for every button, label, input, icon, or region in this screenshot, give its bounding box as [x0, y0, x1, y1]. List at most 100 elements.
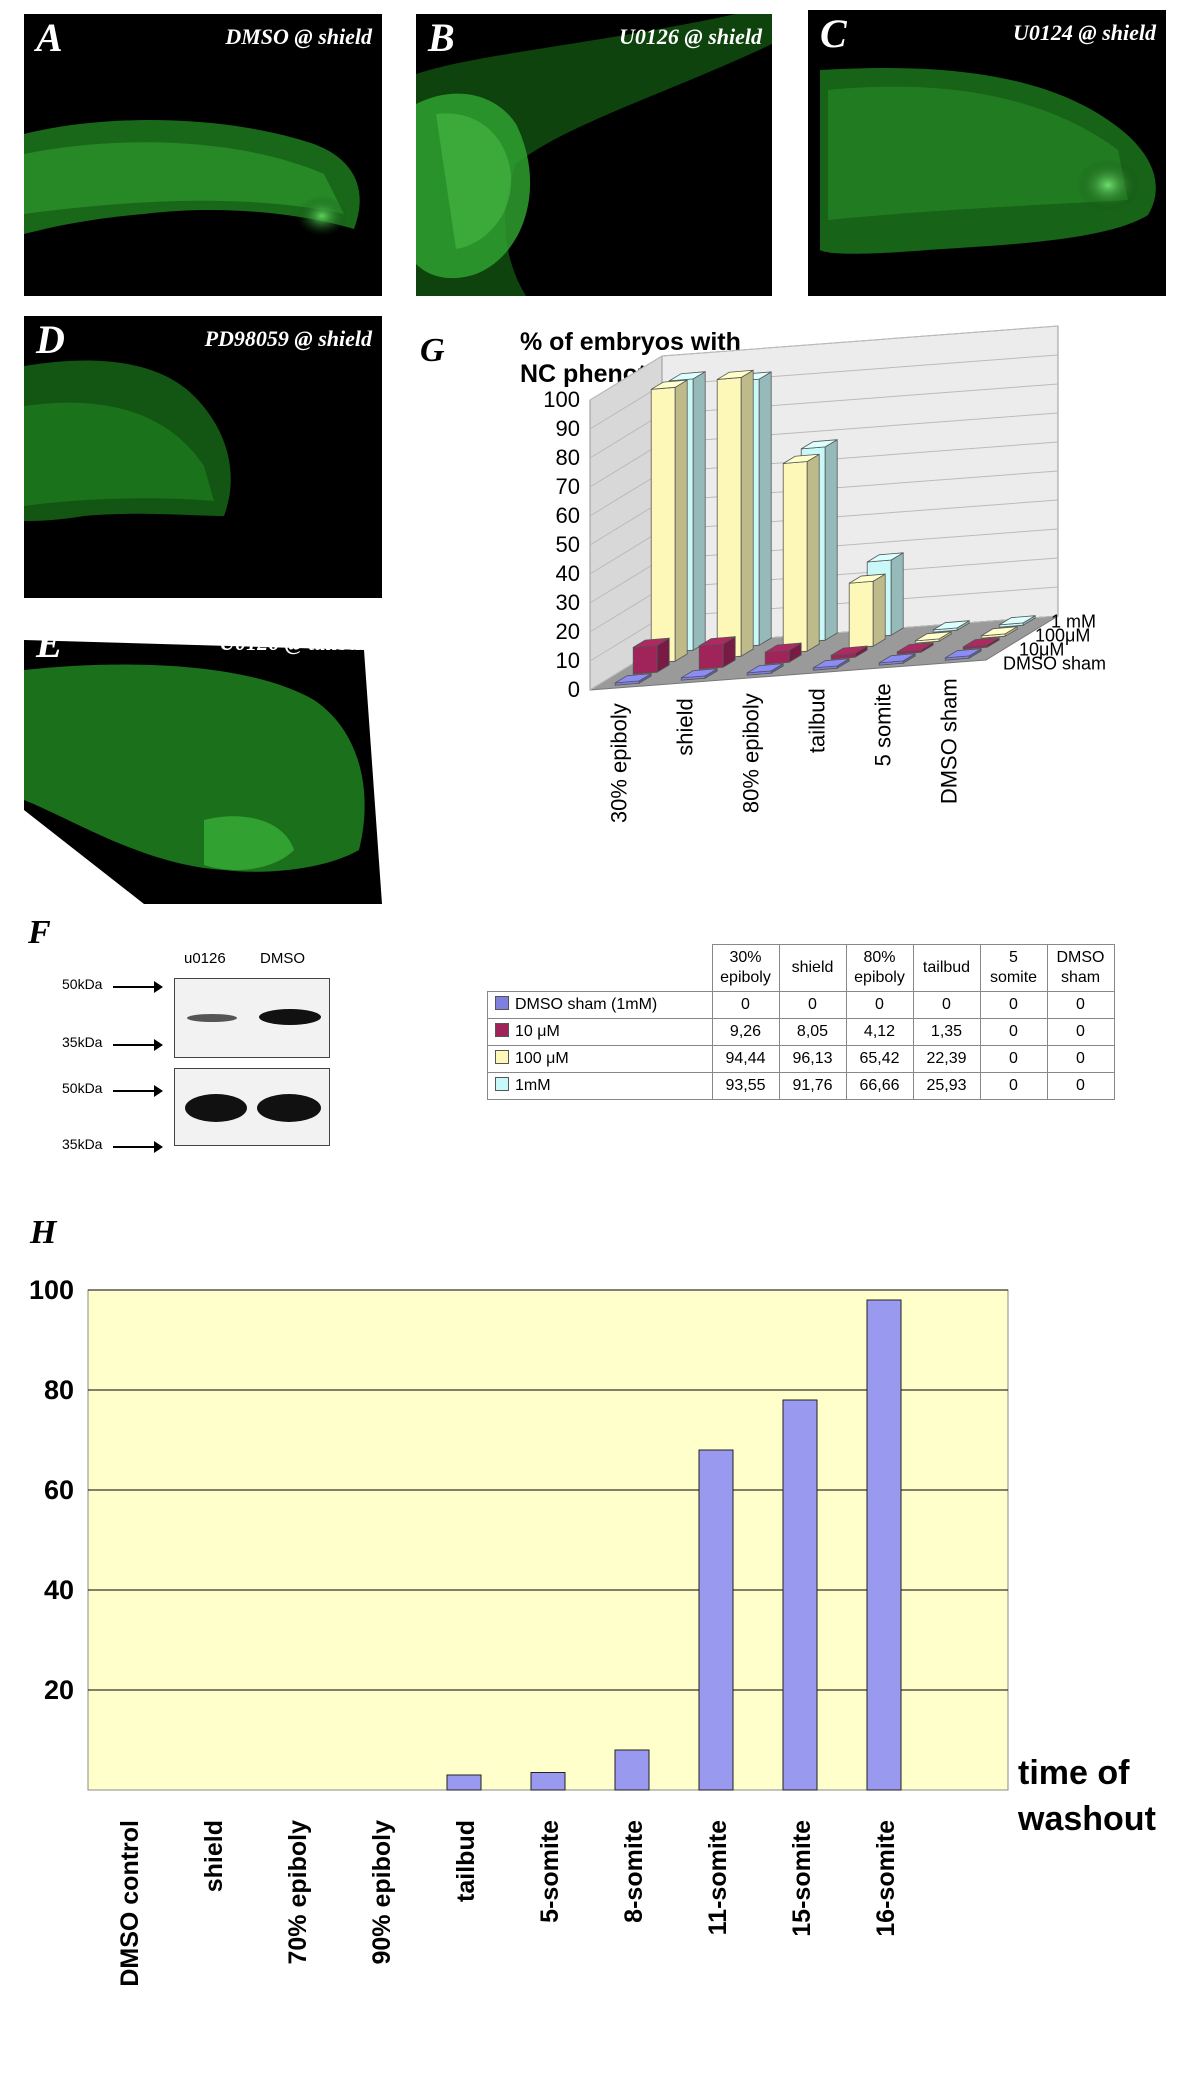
chart-g-bar-front: [782, 461, 808, 654]
marker-bottom-35kda-arrow: [113, 1141, 163, 1153]
table-cell: 66,66: [845, 1072, 914, 1100]
chart-g-bar-top: [716, 369, 754, 380]
chart-g-title-line-1: % of embryos with: [520, 328, 741, 356]
table-row-label: 1mM: [487, 1072, 713, 1100]
table-row-label: 100 μM: [487, 1045, 713, 1073]
marker-top-50kda-arrow: [113, 981, 163, 993]
chart-g-bar-top: [650, 379, 688, 390]
chart-g-bar-top: [668, 371, 706, 382]
table-header: DMSO sham: [1046, 944, 1115, 992]
chart-g-bar-top: [980, 626, 1018, 637]
chart-g-bar: [830, 645, 868, 660]
table-cell: 0: [778, 991, 847, 1019]
panel-c-letter: C: [820, 11, 847, 56]
table-cell: 0: [711, 991, 780, 1019]
chart-h-category-label: 70% epiboly: [284, 1820, 312, 1965]
table-cell: 0: [845, 991, 914, 1019]
chart-g-ytick-label: 0: [568, 677, 580, 702]
chart-g-bar: [896, 641, 934, 655]
chart-h-category-label: DMSO control: [116, 1820, 144, 1987]
chart-g-category-label: 80% epiboly: [738, 693, 763, 813]
panel-h-chart: 20 40 60 80 100 DMSO control shield 70% epiboly…: [29, 1275, 1156, 1987]
table-cell: 65,42: [845, 1045, 914, 1073]
blot-bottom: [174, 1068, 330, 1146]
panel-g-data-table: 30% epiboly shield 80% epiboly tailbud 5…: [487, 944, 1115, 1100]
chart-h-category-label: 90% epiboly: [368, 1820, 396, 1965]
chart-g-bar: [650, 379, 688, 664]
chart-g-bar-top: [866, 552, 904, 563]
chart-g-bar: [614, 672, 652, 686]
chart-g-gridline: [589, 558, 663, 604]
legend-swatch: [495, 996, 509, 1010]
table-row: 10 μM 9,26 8,05 4,12 1,35 0 0: [487, 1018, 1115, 1046]
table-corner: [488, 945, 713, 992]
table-row: 1mM 93,55 91,76 66,66 25,93 0 0: [487, 1072, 1115, 1100]
chart-h-ytick-label: 60: [44, 1475, 74, 1505]
chart-g-category-label: 5 somite: [870, 683, 895, 766]
table-header: 30% epiboly: [711, 944, 780, 992]
chart-h-ytick-label: 40: [44, 1575, 74, 1605]
chart-g-bar-side: [872, 573, 886, 647]
panel-e-embryo: [24, 620, 382, 904]
chart-h-category-label: shield: [200, 1820, 228, 1892]
chart-h-bar: [614, 1749, 650, 1791]
chart-g-gridline: [589, 413, 663, 459]
chart-g-bar: [962, 636, 1000, 650]
chart-g-bar-side: [890, 552, 904, 636]
chart-h-category-label: tailbud: [452, 1820, 480, 1902]
chart-h-category-label: 11-somite: [704, 1820, 732, 1935]
panel-d-embryo: [24, 360, 231, 521]
chart-g-depth-label: DMSO sham: [1003, 654, 1106, 674]
chart-g-ytick-label: 70: [556, 474, 580, 499]
table-cell: 0: [1046, 991, 1115, 1019]
blot-top-band-u0126: [187, 1014, 237, 1022]
chart-g-bar: [914, 630, 952, 644]
chart-g-bar: [782, 453, 820, 654]
chart-g-gridline: [589, 442, 663, 488]
chart-g-bar-top: [800, 439, 838, 450]
chart-h-xlabel-line-1: time of: [1018, 1754, 1130, 1792]
chart-g-bar-top: [614, 673, 652, 684]
panel-g-chart: % of embryos with NC phenotype 010203040…: [520, 325, 1106, 823]
table-cell: 0: [979, 1072, 1048, 1100]
chart-h-bar: [530, 1772, 566, 1791]
chart-g-bar-top: [962, 637, 1000, 648]
panel-c-embryo: [820, 67, 1156, 254]
table-cell: 1,35: [912, 1018, 981, 1046]
chart-h-category-label: 8-somite: [620, 1820, 648, 1923]
chart-g-ytick-label: 100: [543, 387, 580, 412]
chart-g-bar: [698, 635, 736, 670]
chart-h-category-label: 15-somite: [788, 1820, 816, 1937]
chart-h-bar: [866, 1299, 902, 1791]
marker-bottom-50kda: 50kDa: [62, 1080, 103, 1096]
chart-g-bar-top: [698, 636, 736, 647]
panel-a-letter: A: [36, 15, 63, 60]
panel-e-image: E U0126 @ tailbud: [24, 620, 382, 904]
chart-g-depth-label: 10μM: [1019, 640, 1064, 660]
chart-g-depth-label: 100μM: [1035, 626, 1090, 646]
panel-d-caption: PD98059 @ shield: [204, 326, 372, 351]
table-cell: 93,55: [711, 1072, 780, 1100]
table-cell: 25,93: [912, 1072, 981, 1100]
marker-top-35kda: 35kDa: [62, 1034, 103, 1050]
chart-g-bar-front: [848, 580, 874, 649]
chart-g-bar: [746, 662, 784, 676]
panel-e-caption: U0126 @ tailbud: [219, 630, 372, 655]
marker-bottom-35kda: 35kDa: [62, 1136, 103, 1152]
blot-bottom-band-dmso: [257, 1094, 321, 1122]
chart-h-bar: [698, 1449, 734, 1791]
chart-h-ytick-label: 20: [44, 1675, 74, 1705]
chart-h-xlabel-line-2: washout: [1017, 1800, 1156, 1838]
chart-g-bar: [812, 657, 850, 671]
chart-g-ytick-label: 30: [556, 590, 580, 615]
chart-h-bar: [446, 1774, 482, 1791]
table-row-label: DMSO sham (1mM): [487, 991, 713, 1019]
chart-g-gridline: [589, 587, 663, 633]
blot-top-band-dmso: [259, 1009, 321, 1025]
table-cell: 96,13: [778, 1045, 847, 1073]
chart-g-category-label: DMSO sham: [936, 678, 961, 804]
table-row-label: 10 μM: [487, 1018, 713, 1046]
panel-e-letter: E: [36, 621, 63, 666]
blot-col-u0126: u0126: [184, 950, 226, 967]
table-cell: 0: [1046, 1072, 1115, 1100]
